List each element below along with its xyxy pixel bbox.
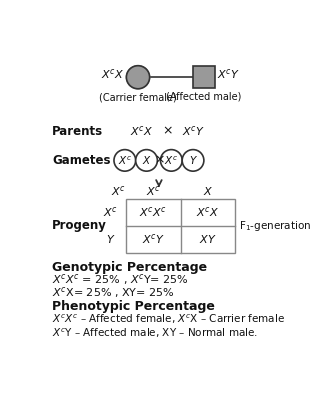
Circle shape [182, 150, 204, 171]
Text: Gametes: Gametes [52, 154, 111, 167]
Circle shape [114, 150, 136, 171]
Text: $X^cX^c$ = 25% , $X^c$Y= 25%: $X^cX^c$ = 25% , $X^c$Y= 25% [52, 272, 189, 287]
Text: $\times$: $\times$ [154, 154, 164, 167]
Text: Genotypic Percentage: Genotypic Percentage [52, 261, 207, 274]
Text: Progeny: Progeny [52, 219, 107, 233]
Text: $Y$: $Y$ [189, 154, 197, 166]
Bar [193, 67, 215, 88]
Text: F$_1$-generation: F$_1$-generation [239, 219, 311, 233]
Text: $X^c$: $X^c$ [164, 154, 178, 167]
Text: $X^c$X= 25% , XY= 25%: $X^c$X= 25% , XY= 25% [52, 285, 175, 300]
Text: Parents: Parents [52, 124, 103, 137]
Text: $X^cX$: $X^cX$ [196, 205, 219, 220]
Text: $X$: $X$ [203, 185, 213, 197]
Text: $X^cY$: $X^cY$ [142, 232, 165, 246]
Text: $X^cY$: $X^cY$ [217, 67, 240, 81]
Text: $X^c$Y – Affected male, XY – Normal male.: $X^c$Y – Affected male, XY – Normal male… [52, 327, 258, 340]
Text: $X^c$: $X^c$ [118, 154, 132, 167]
Text: $X^cX^c$ – Affected female, $X^c$X – Carrier female: $X^cX^c$ – Affected female, $X^c$X – Car… [52, 313, 285, 326]
Text: $X^cX$: $X^cX$ [130, 124, 154, 138]
Circle shape [136, 150, 157, 171]
Circle shape [161, 150, 182, 171]
Circle shape [126, 66, 150, 89]
Text: $X^cX$: $X^cX$ [101, 67, 124, 81]
Text: $X^c$: $X^c$ [103, 205, 118, 220]
Text: (Carrier female): (Carrier female) [99, 93, 177, 103]
Text: $\times$: $\times$ [162, 124, 173, 137]
Text: $X^c$: $X^c$ [111, 184, 126, 198]
Text: $XY$: $XY$ [199, 233, 216, 245]
Bar [126, 199, 235, 253]
Text: $X^cY$: $X^cY$ [182, 124, 205, 138]
Text: $X^cX^c$: $X^cX^c$ [139, 205, 167, 220]
Text: Phenotypic Percentage: Phenotypic Percentage [52, 300, 215, 313]
Text: (Affected male): (Affected male) [166, 92, 241, 102]
Text: $X^c$: $X^c$ [146, 184, 161, 198]
Text: $X$: $X$ [142, 154, 151, 166]
Text: $Y$: $Y$ [106, 233, 115, 245]
